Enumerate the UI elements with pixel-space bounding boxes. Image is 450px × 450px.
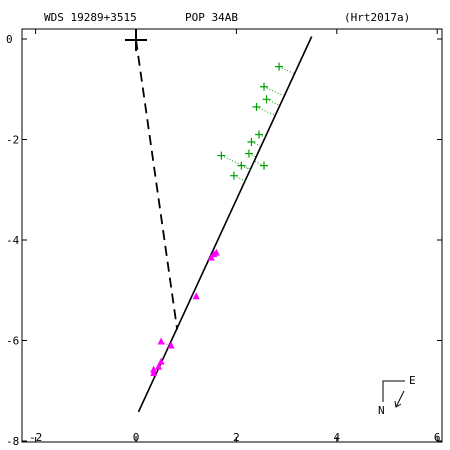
observation-triangle xyxy=(150,369,158,377)
residual-line xyxy=(258,134,266,138)
observation-plus xyxy=(244,149,253,158)
observation-triangle xyxy=(157,357,165,365)
compass-north-label: N xyxy=(378,404,385,417)
observation-plus xyxy=(260,161,269,170)
observation-plus xyxy=(260,82,269,91)
compass-arrow-shaft xyxy=(395,390,405,408)
x-tick-label: 4 xyxy=(333,431,340,444)
y-tick-label: -4 xyxy=(6,234,20,247)
x-tick-label: -2 xyxy=(29,431,42,444)
residual-line xyxy=(221,155,251,170)
header-reference: (Hrt2017a) xyxy=(344,11,410,24)
compass-bracket xyxy=(382,380,405,402)
x-tick-label: 6 xyxy=(434,431,441,444)
residual-line xyxy=(233,175,246,182)
observation-plus xyxy=(229,171,238,180)
orbit-layer xyxy=(125,29,313,413)
residual-line xyxy=(278,66,295,75)
observation-plus xyxy=(254,130,263,139)
data-marks xyxy=(150,62,295,377)
residual-line xyxy=(253,160,265,167)
header-pair-name: POP 34AB xyxy=(185,11,238,24)
observation-plus xyxy=(262,95,271,104)
x-tick-label: 0 xyxy=(133,431,140,444)
compass-east-label: E xyxy=(409,374,416,387)
y-tick-label: -6 xyxy=(6,335,19,348)
y-tick-label: -2 xyxy=(6,134,19,147)
residual-line xyxy=(266,98,281,106)
y-tick-label: -8 xyxy=(6,435,19,448)
residual-line xyxy=(256,106,276,116)
residual-line xyxy=(263,86,285,97)
residual-line xyxy=(241,165,251,171)
observation-plus xyxy=(252,102,261,111)
observation-triangle xyxy=(207,253,215,261)
plot-frame xyxy=(21,28,443,443)
compass-rose: N E xyxy=(378,374,416,417)
plot-header: WDS 19289+3515 POP 34AB (Hrt2017a) xyxy=(44,11,410,24)
orbit-line xyxy=(137,36,313,413)
residual-line xyxy=(248,153,257,158)
observation-triangle xyxy=(167,341,175,349)
line-of-nodes xyxy=(135,39,179,330)
observation-plus xyxy=(247,138,256,147)
x-tick-label: 2 xyxy=(233,431,240,444)
observation-triangle xyxy=(155,362,163,370)
observation-triangle xyxy=(150,365,158,373)
compass-arrow-head xyxy=(394,400,402,408)
observation-triangle xyxy=(157,337,165,345)
observation-plus xyxy=(237,161,246,170)
y-tick-label: 0 xyxy=(6,33,13,46)
header-wds-id: WDS 19289+3515 xyxy=(44,11,137,24)
observation-plus xyxy=(275,62,284,71)
residual-line xyxy=(251,141,262,147)
observation-triangle xyxy=(192,292,200,300)
axes: -2 0 2 4 6 0 -2 -4 -6 -8 xyxy=(6,29,442,448)
observation-plus xyxy=(217,151,226,160)
